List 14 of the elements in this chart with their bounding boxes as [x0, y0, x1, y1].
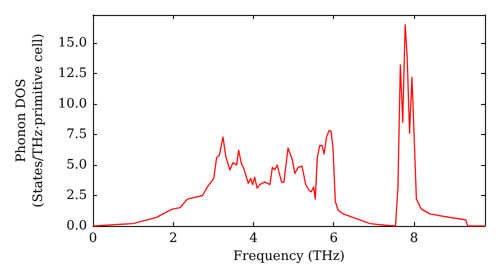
x-tick-label: 4 — [249, 231, 258, 246]
x-tick-label: 2 — [169, 231, 178, 246]
x-axis-title: Frequency (THz) — [233, 249, 345, 264]
y-tick-label: 15.0 — [58, 36, 87, 51]
y-tick-label: 0.0 — [66, 218, 87, 234]
y-axis-title: Phonon DOS (States/THz·primitive cell) — [14, 33, 46, 208]
y-tick-label: 10.0 — [58, 96, 87, 112]
x-tick-label: 8 — [410, 231, 418, 246]
x-tick-label: 0 — [88, 231, 98, 246]
y-tick-label: 12.5 — [58, 66, 87, 82]
y-tick-label: 2.5 — [66, 188, 87, 204]
y-tick-label: 5.0 — [66, 158, 87, 173]
x-tick-label: 6 — [330, 231, 338, 246]
y-tick-label: 7.5 — [66, 127, 87, 142]
